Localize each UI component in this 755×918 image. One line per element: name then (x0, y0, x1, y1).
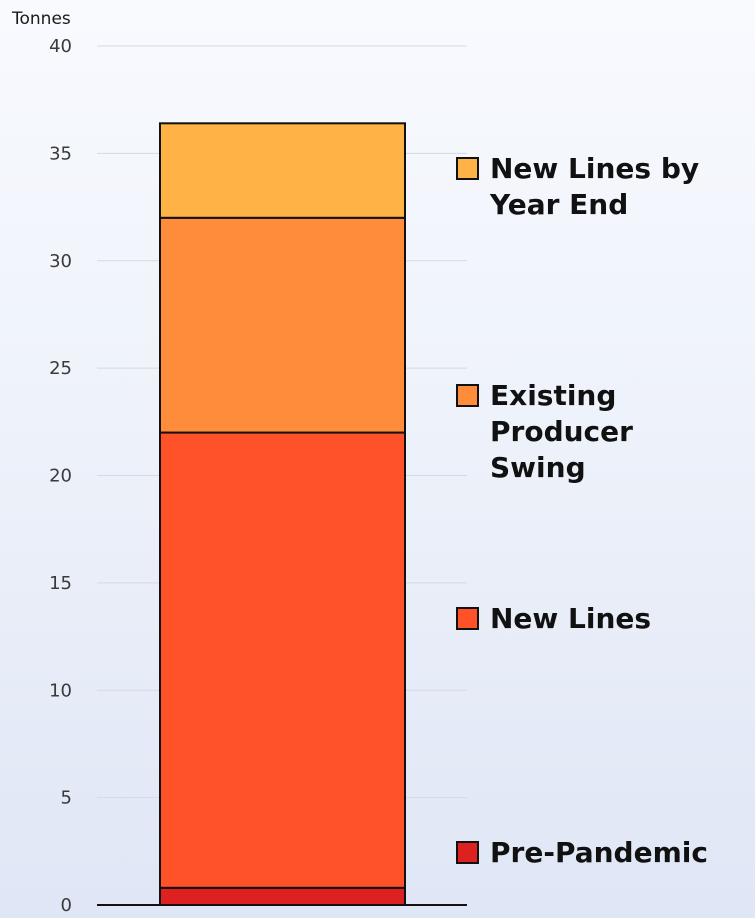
bar-segment-new-lines (159, 431, 406, 889)
bar-segments (159, 122, 406, 907)
bar-segment-pre-pandemic (159, 886, 406, 907)
y-tick-label: 25 (49, 358, 72, 379)
bar-segment-new-lines-by-year-end (159, 122, 406, 219)
legend: Pre-Pandemic New Lines Existing Producer Swi… (456, 152, 708, 869)
y-tick-label: 20 (49, 466, 72, 487)
legend-label: Existing Producer Swing (490, 379, 633, 484)
y-tick-label: 40 (49, 36, 72, 57)
y-tick-label: 15 (49, 573, 72, 594)
legend-swatch (456, 384, 479, 407)
bar-segment-existing-producer-swing (159, 216, 406, 434)
legend-label: Pre-Pandemic (490, 836, 708, 869)
y-tick-label: 10 (49, 680, 72, 701)
legend-label: New Lines (490, 602, 651, 635)
legend-swatch (456, 607, 479, 630)
legend-item-pre-pandemic: Pre-Pandemic (456, 836, 708, 869)
y-tick-label: 35 (49, 143, 72, 164)
legend-label: New Lines by Year End (489, 152, 699, 221)
y-tick-label: 5 (61, 788, 72, 809)
y-tick-label: 0 (61, 895, 72, 916)
y-axis-tick-labels: 0 5 10 15 20 25 30 35 40 (49, 36, 72, 916)
legend-item-existing-producer-swing: Existing Producer Swing (456, 379, 633, 484)
y-axis-unit-label: Tonnes (11, 9, 71, 29)
legend-swatch (456, 841, 479, 864)
legend-item-new-lines: New Lines (456, 602, 651, 635)
y-tick-label: 30 (49, 251, 72, 272)
legend-swatch (456, 157, 479, 180)
legend-item-new-lines-by-year-end: New Lines by Year End (456, 152, 699, 221)
